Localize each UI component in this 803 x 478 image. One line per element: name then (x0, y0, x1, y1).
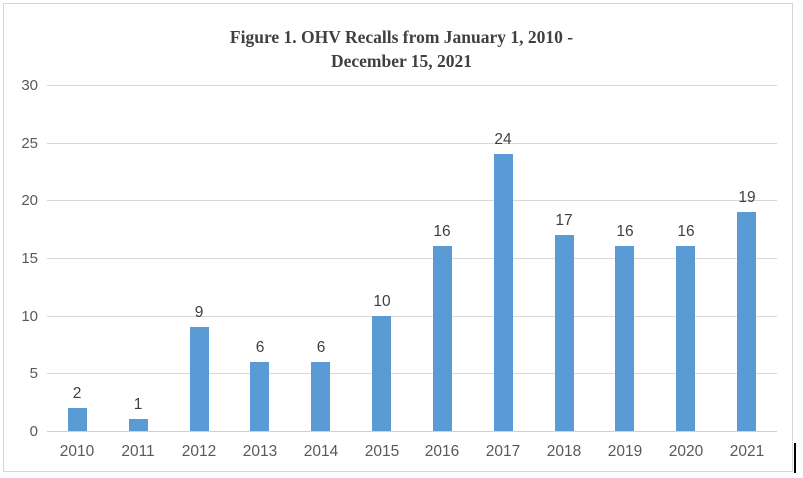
bar-2020 (676, 246, 695, 431)
x-tick-label: 2017 (485, 443, 521, 460)
bar-2019 (615, 246, 634, 431)
x-tick-label: 2010 (59, 443, 95, 460)
y-tick-label: 10 (21, 308, 38, 325)
x-tick-label: 2019 (607, 443, 643, 460)
bar-value-label: 10 (373, 293, 391, 310)
text-cursor (794, 443, 796, 473)
y-tick-label: 5 (29, 365, 38, 382)
bar-value-label: 17 (555, 212, 573, 229)
bar-2011 (129, 419, 148, 431)
bar-value-label: 2 (72, 385, 82, 402)
x-tick-label: 2020 (668, 443, 704, 460)
bar-2021 (737, 212, 756, 431)
bar-2017 (494, 154, 513, 431)
gridline (47, 85, 777, 86)
bar-2013 (250, 362, 269, 431)
y-tick-label: 20 (21, 192, 38, 209)
chart-title: Figure 1. OHV Recalls from January 1, 20… (0, 26, 803, 73)
gridline (47, 143, 777, 144)
bar-value-label: 24 (494, 131, 512, 148)
y-tick-label: 15 (21, 250, 38, 267)
chart-title-line-1: Figure 1. OHV Recalls from January 1, 20… (229, 27, 574, 47)
bar-2014 (311, 362, 330, 431)
x-tick-label: 2012 (181, 443, 217, 460)
y-tick-label: 30 (21, 77, 38, 94)
x-axis-line (47, 431, 777, 432)
x-tick-label: 2013 (242, 443, 278, 460)
x-tick-label: 2016 (424, 443, 460, 460)
chart-border (3, 3, 793, 472)
bar-value-label: 16 (616, 223, 634, 240)
x-tick-label: 2015 (364, 443, 400, 460)
gridline (47, 200, 777, 201)
y-tick-label: 0 (29, 423, 38, 440)
x-tick-label: 2011 (121, 443, 155, 460)
chart-title-line-2: December 15, 2021 (330, 50, 473, 71)
bar-2016 (433, 246, 452, 431)
bar-value-label: 16 (433, 223, 451, 240)
bar-value-label: 16 (677, 223, 695, 240)
bar-value-label: 6 (255, 339, 265, 356)
bar-2010 (68, 408, 87, 431)
bar-2018 (555, 235, 574, 431)
gridline (47, 258, 777, 259)
x-tick-label: 2021 (729, 443, 765, 460)
bar-value-label: 1 (133, 396, 143, 413)
gridline (47, 373, 777, 374)
bar-value-label: 6 (316, 339, 326, 356)
y-tick-label: 25 (21, 135, 38, 152)
x-tick-label: 2018 (546, 443, 582, 460)
bar-value-label: 19 (738, 189, 756, 206)
bar-value-label: 9 (194, 304, 204, 321)
bar-2015 (372, 316, 391, 431)
gridline (47, 316, 777, 317)
x-tick-label: 2014 (303, 443, 339, 460)
bar-2012 (190, 327, 209, 431)
